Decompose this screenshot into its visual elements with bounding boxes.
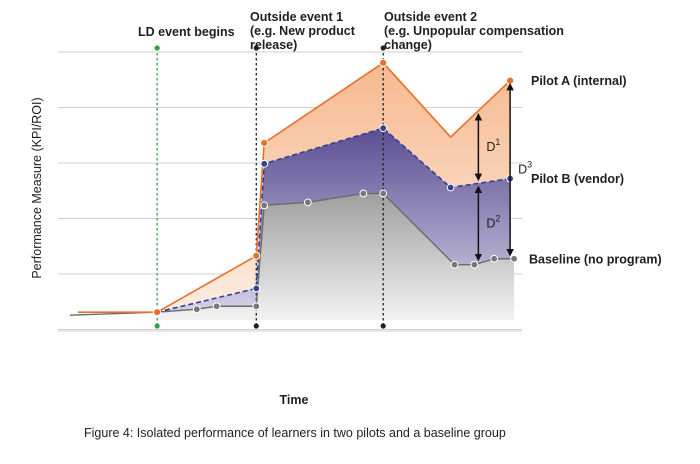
event-marker-top-3	[380, 45, 386, 51]
baseline-area	[157, 193, 515, 320]
pilot-b-point	[252, 284, 261, 293]
event-label-2-line-2: (e.g. New product	[250, 24, 356, 38]
baseline-point	[470, 260, 479, 269]
event-label-3-line-1: Outside event 2	[384, 10, 477, 24]
event-label-1-line-1: LD event begins	[138, 25, 235, 39]
baseline-point	[379, 189, 388, 198]
pilot-a-point	[252, 251, 261, 260]
baseline-point	[260, 201, 269, 210]
baseline-point	[212, 302, 221, 311]
event-marker-bottom-3	[380, 323, 386, 329]
event-label-3-line-3: change)	[384, 38, 432, 52]
series-label-2: Pilot B (vendor)	[531, 172, 624, 186]
pilot-a-point	[260, 138, 269, 148]
event-label-2-line-1: Outside event 1	[250, 10, 343, 24]
pilot-b-point	[379, 124, 388, 133]
figure-caption: Figure 4: Isolated performance of learne…	[84, 426, 506, 440]
y-axis-label: Performance Measure (KPI/ROI)	[30, 97, 44, 278]
event-label-2-line-3: release)	[250, 38, 297, 52]
x-axis-label: Time	[280, 393, 309, 407]
baseline-point	[192, 305, 201, 314]
baseline-point	[510, 254, 518, 263]
pilot-b-point	[446, 183, 455, 192]
baseline-point	[252, 302, 261, 311]
event-marker-top-1	[154, 45, 160, 51]
pilot-b-line	[156, 127, 511, 313]
series-label-3: Baseline (no program)	[529, 252, 662, 266]
event-marker-bottom-1	[154, 323, 160, 329]
event-marker-bottom-2	[253, 323, 259, 329]
series-label-1: Pilot A (internal)	[531, 74, 627, 88]
pilot-a-point	[153, 308, 162, 317]
pilot-a-point	[379, 58, 388, 67]
baseline-point	[490, 254, 499, 263]
pilot-b-point	[260, 159, 269, 168]
baseline-point	[303, 198, 312, 207]
pilot-a-point	[506, 76, 515, 85]
event-marker-top-2	[253, 45, 259, 51]
event-label-3-line-2: (e.g. Unpopular compensation	[384, 24, 564, 38]
baseline-point	[450, 260, 459, 269]
baseline-point	[359, 189, 368, 198]
